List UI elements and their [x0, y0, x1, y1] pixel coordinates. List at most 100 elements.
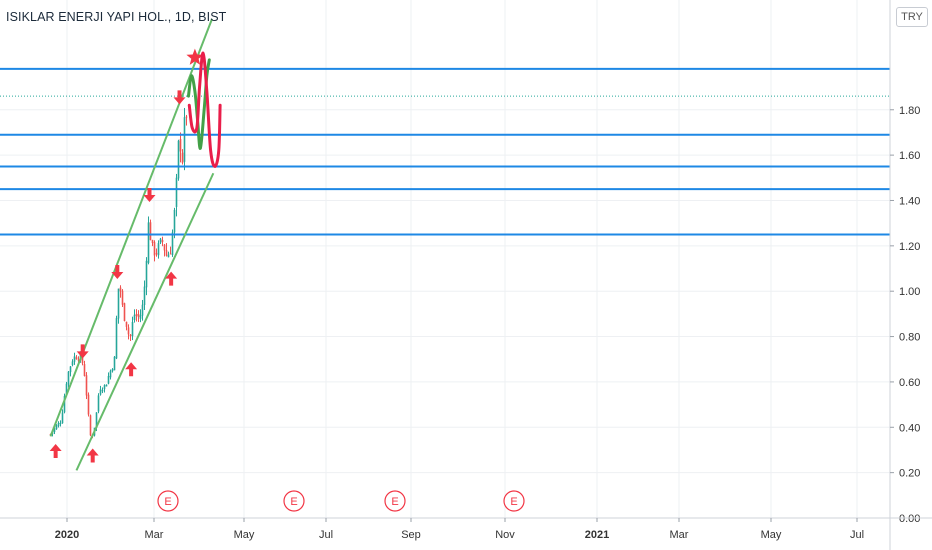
y-tick-label: 0.80: [899, 332, 920, 344]
grid: [0, 0, 890, 519]
candle-body: [77, 359, 80, 361]
earnings-marker-label: E: [290, 496, 297, 508]
y-tick-label: 1.00: [899, 286, 920, 298]
candle-body: [137, 313, 140, 318]
candle-body: [111, 369, 114, 372]
candle-body: [167, 254, 170, 258]
candle-body: [147, 222, 150, 263]
earnings-marker-label: E: [391, 496, 398, 508]
candle-body: [117, 288, 120, 319]
trend-channel: [49, 18, 215, 471]
y-tick-label: 0.40: [899, 422, 920, 434]
earnings-marker: [384, 490, 406, 512]
channel-upper: [49, 18, 213, 437]
candle-body: [75, 357, 78, 360]
candle-body: [149, 222, 152, 241]
currency-button[interactable]: TRY: [896, 7, 928, 27]
price-axis-background: [890, 0, 932, 550]
up-arrow-icon: [49, 443, 62, 458]
candle-body: [127, 327, 130, 335]
candle-body: [139, 315, 142, 319]
candle-body: [107, 375, 110, 384]
candle-body: [87, 394, 90, 415]
candle-body: [175, 177, 178, 207]
candle-body: [179, 139, 182, 152]
candle-body: [159, 238, 162, 243]
price-levels: 1.981.691.551.451.251.86: [0, 60, 931, 243]
candle-body: [133, 314, 136, 321]
candle-body: [129, 334, 132, 337]
earnings-marker-label: E: [510, 496, 517, 508]
candle-body: [169, 253, 172, 255]
x-tick-label: 2020: [55, 529, 79, 541]
x-tick-label: May: [234, 529, 255, 541]
y-tick-label: 1.20: [899, 241, 920, 253]
candle-body: [141, 304, 144, 316]
forecast-path-red: [187, 51, 222, 168]
star-icon: [186, 48, 204, 65]
candle-body: [109, 370, 112, 378]
candle-body: [135, 313, 138, 316]
up-arrow-icon: [165, 271, 178, 286]
candle-body: [99, 389, 102, 395]
candle-body: [157, 243, 160, 256]
x-tick-label: May: [761, 529, 782, 541]
candle-body: [165, 250, 168, 256]
candle-body: [63, 396, 66, 413]
x-tick-label: 2021: [585, 529, 609, 541]
candle-body: [113, 356, 116, 371]
candle-body: [171, 232, 174, 255]
time-axis[interactable]: 2020 Mar May Jul Sep Nov 2021 Mar May Jul: [0, 517, 932, 541]
candle-body: [163, 244, 166, 251]
candle-body: [57, 422, 60, 427]
candle-body: [65, 383, 68, 395]
earnings-marker-label: E: [164, 496, 171, 508]
channel-lower: [75, 172, 215, 471]
candle-body: [103, 385, 106, 390]
candle-body: [69, 366, 72, 373]
price-axis[interactable]: 0.00 0.20 0.40 0.60 0.80 1.00 1.20 1.40 1.60 1.80: [889, 0, 932, 550]
candle-body: [61, 412, 64, 424]
candle-body: [121, 290, 124, 305]
candle-body: [95, 412, 98, 428]
candle-body: [71, 361, 74, 366]
x-tick-label: Mar: [670, 529, 689, 541]
down-arrow-icon: [76, 344, 89, 359]
earnings-marker: [503, 490, 525, 512]
earnings-marker: [283, 490, 305, 512]
up-arrow-icon: [125, 362, 138, 377]
candle-body: [97, 395, 100, 412]
candle-body: [101, 390, 104, 392]
candle-body: [83, 364, 86, 376]
down-arrow-icon: [111, 265, 124, 280]
down-arrow-icon: [173, 90, 186, 105]
x-tick-label: Sep: [401, 529, 421, 541]
symbol-title: ISIKLAR ENERJI YAPI HOL., 1D, BIST: [6, 10, 227, 24]
candle-body: [131, 321, 134, 337]
down-arrow-icon: [143, 187, 156, 202]
x-tick-label: Jul: [319, 529, 333, 541]
candle-body: [155, 253, 158, 255]
candle-body: [145, 260, 148, 288]
x-tick-label: Nov: [495, 529, 515, 541]
candle-body: [85, 375, 88, 396]
candle-body: [173, 209, 176, 233]
earnings-marker: [157, 490, 179, 512]
y-tick-label: 0.00: [899, 513, 920, 525]
x-tick-label: Jul: [850, 529, 864, 541]
candle-body: [177, 140, 180, 179]
candle-body: [89, 415, 92, 436]
x-tick-label: Mar: [145, 529, 164, 541]
y-tick-label: 1.60: [899, 150, 920, 162]
candle-body: [125, 321, 128, 327]
drawings: [49, 48, 222, 463]
y-tick-label: 0.60: [899, 377, 920, 389]
candle-body: [161, 240, 164, 242]
candle-body: [123, 303, 126, 321]
y-tick-label: 0.20: [899, 468, 920, 480]
candle-body: [119, 287, 122, 292]
candle-body: [185, 116, 188, 118]
candle-body: [183, 117, 186, 162]
